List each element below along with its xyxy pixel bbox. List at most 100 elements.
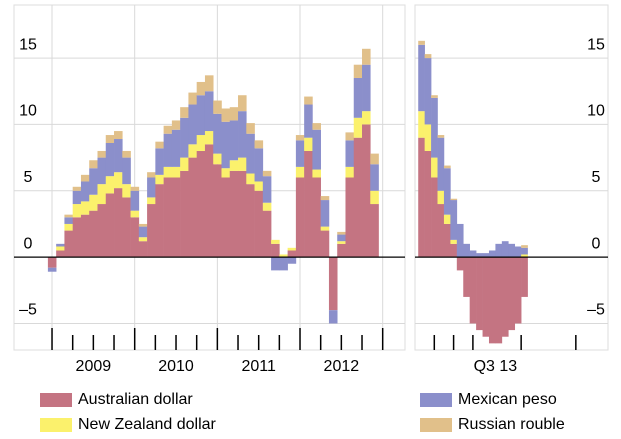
bar xyxy=(130,217,140,258)
bar xyxy=(295,140,305,167)
bar xyxy=(122,184,131,198)
bar xyxy=(196,95,206,136)
bar xyxy=(469,257,477,324)
bar xyxy=(97,150,107,158)
bar xyxy=(254,181,264,191)
bar xyxy=(287,257,297,264)
y-tick-label: 5 xyxy=(592,169,601,186)
bar xyxy=(204,75,214,92)
bar xyxy=(463,257,470,297)
bar xyxy=(353,137,363,258)
bar xyxy=(320,200,330,227)
bar xyxy=(163,177,173,258)
bar xyxy=(188,92,197,105)
bar xyxy=(105,135,115,143)
bar xyxy=(246,184,255,258)
bar xyxy=(97,157,107,185)
bar xyxy=(229,160,239,171)
bar xyxy=(163,133,173,167)
bar xyxy=(271,239,280,244)
bar xyxy=(221,108,231,122)
bar xyxy=(221,168,231,178)
bar xyxy=(138,226,148,238)
y-tick-label: 5 xyxy=(24,169,33,186)
legend-label: Russian rouble xyxy=(458,416,565,433)
bar xyxy=(246,123,255,134)
bar xyxy=(370,164,379,191)
bar xyxy=(463,243,470,258)
bar xyxy=(188,104,197,145)
bar xyxy=(312,177,321,258)
bar xyxy=(304,104,313,138)
bar xyxy=(353,117,363,138)
bar xyxy=(304,150,313,258)
x-tick-label: 2012 xyxy=(324,358,360,375)
bar xyxy=(56,246,65,251)
bar xyxy=(72,190,82,205)
bar xyxy=(320,226,330,231)
bar xyxy=(482,253,490,258)
bar xyxy=(89,168,98,195)
bar xyxy=(114,172,123,189)
bar xyxy=(320,230,330,258)
bar xyxy=(482,257,490,337)
bar xyxy=(171,166,181,178)
bar xyxy=(204,91,214,132)
bar xyxy=(262,210,272,258)
bar xyxy=(213,164,222,258)
y-tick-label: 0 xyxy=(24,235,33,252)
bar xyxy=(495,257,503,344)
bar xyxy=(450,200,458,240)
bar xyxy=(295,166,305,178)
bar xyxy=(262,170,272,177)
bar xyxy=(514,257,522,324)
bar xyxy=(514,246,522,258)
bar xyxy=(171,177,181,258)
bar xyxy=(105,143,115,177)
bar xyxy=(213,113,222,154)
bar xyxy=(337,234,346,242)
bar xyxy=(312,169,321,178)
bar xyxy=(89,194,98,211)
legend-swatch xyxy=(40,393,72,407)
bar xyxy=(80,214,90,258)
y-tick-label: 10 xyxy=(587,103,605,120)
bar xyxy=(295,177,305,258)
bar xyxy=(501,241,509,258)
bar xyxy=(221,177,231,258)
bar xyxy=(370,204,379,258)
legend-label: New Zealand dollar xyxy=(78,416,217,433)
bar xyxy=(188,144,197,158)
bar xyxy=(337,243,346,258)
bar xyxy=(138,237,148,242)
bar xyxy=(345,166,355,178)
bar xyxy=(64,214,73,218)
bar xyxy=(105,176,115,194)
x-tick-label: Q3 13 xyxy=(474,358,518,375)
legend-swatch xyxy=(40,418,72,432)
y-tick-label: –5 xyxy=(587,302,605,319)
x-tick-label: 2009 xyxy=(76,358,112,375)
bar xyxy=(114,188,123,258)
bar xyxy=(424,124,432,151)
bar xyxy=(521,257,528,297)
bar xyxy=(163,166,173,178)
bar xyxy=(418,44,425,112)
bar xyxy=(105,193,115,258)
bar xyxy=(180,170,189,258)
bar xyxy=(122,197,131,258)
bar xyxy=(443,165,451,169)
bar xyxy=(64,217,73,224)
bar xyxy=(138,223,148,227)
bar xyxy=(337,231,346,235)
bar xyxy=(437,190,445,205)
bar xyxy=(353,77,363,118)
bar xyxy=(443,214,451,224)
bar xyxy=(437,137,445,191)
bar xyxy=(188,157,197,258)
bar xyxy=(147,197,156,205)
bar xyxy=(328,310,338,324)
bar xyxy=(246,133,255,174)
bar xyxy=(130,190,140,211)
